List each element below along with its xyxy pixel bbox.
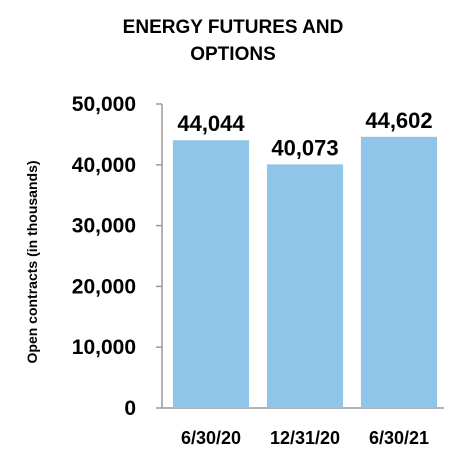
y-tick-label: 40,000 <box>72 154 136 177</box>
y-tick-label: 30,000 <box>72 215 136 238</box>
y-axis-label: Open contracts (in thousands) <box>24 160 40 363</box>
bar-value-label: 40,073 <box>271 135 338 160</box>
bar-value-label: 44,602 <box>365 108 432 133</box>
y-tick-label: 0 <box>124 397 136 420</box>
chart-title-line-2: OPTIONS <box>190 44 276 65</box>
chart-title: ENERGY FUTURES AND OPTIONS <box>0 14 466 68</box>
bar-value-label: 44,044 <box>177 111 245 136</box>
x-tick-label: 6/30/20 <box>181 428 241 448</box>
bar <box>360 136 438 409</box>
bar <box>266 164 344 408</box>
y-tick-label: 20,000 <box>72 275 136 298</box>
chart-title-line-1: ENERGY FUTURES AND <box>122 17 344 38</box>
bar <box>172 140 250 409</box>
plot-area: 0 10,000 20,000 30,000 40,000 50,000 44,044 6/3… <box>72 93 444 448</box>
x-tick-label: 12/31/20 <box>270 428 340 448</box>
x-tick-label: 6/30/21 <box>369 428 429 448</box>
y-tick-label: 50,000 <box>72 93 136 116</box>
y-tick-label: 10,000 <box>72 336 136 359</box>
